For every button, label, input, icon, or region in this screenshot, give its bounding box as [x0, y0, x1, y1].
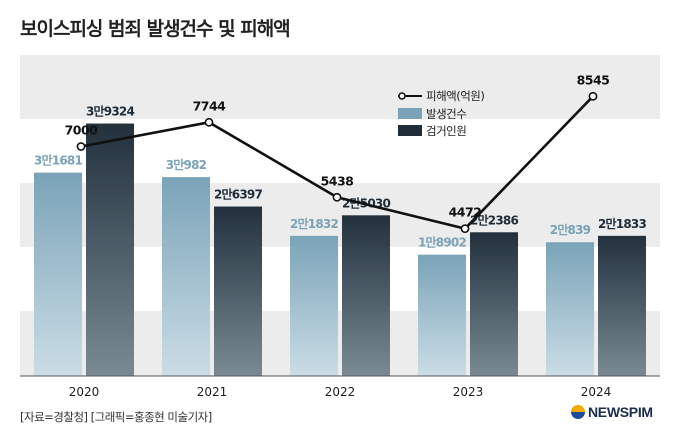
damage-value-label: 7744 [193, 98, 227, 113]
label-occurrence: 3만982 [166, 157, 207, 172]
label-arrests: 3만9324 [86, 104, 134, 119]
bar-occurrence [162, 177, 210, 376]
newspim-logo-text: NEWSPIM [588, 404, 653, 420]
damage-value-label: 4472 [449, 205, 482, 220]
damage-point [588, 91, 598, 101]
damage-point [204, 117, 214, 127]
damage-point [332, 192, 342, 202]
bar-arrests [342, 215, 390, 376]
legend-line-marker [398, 92, 406, 100]
newspim-logo: NEWSPIM [571, 404, 653, 420]
newspim-logo-icon [571, 405, 585, 419]
label-occurrence: 3만1681 [34, 153, 82, 168]
legend-swatch-arrests [398, 125, 422, 136]
x-tick-label: 2022 [325, 385, 356, 399]
label-occurrence: 1만8902 [418, 235, 466, 250]
label-arrests: 2만2386 [470, 212, 518, 227]
damage-value-label: 7000 [65, 123, 99, 138]
bar-occurrence [290, 235, 338, 376]
bar-occurrence [418, 254, 466, 376]
bar-occurrence [546, 242, 594, 376]
x-tick-label: 2024 [581, 385, 612, 399]
bar-value-labels: 3만16813만93243만9822만63972만18322만50301만890… [34, 104, 647, 250]
bar-arrests [214, 206, 262, 376]
label-arrests: 2만6397 [214, 187, 262, 202]
bar-arrests [598, 235, 646, 376]
legend-label-damage: 피해액(억원) [426, 89, 484, 103]
source-credit: [자료=경찰청] [그래픽=홍종현 미술기자] [20, 410, 212, 424]
damage-line: 7000 7744 5438 4472 8545 [65, 72, 610, 234]
legend-label-arrests: 검거인원 [426, 124, 466, 138]
x-axis-labels: 2020 2021 2022 2023 2024 [69, 385, 612, 399]
x-tick-label: 2021 [197, 385, 228, 399]
damage-point [460, 224, 470, 234]
label-occurrence: 2만839 [550, 222, 591, 237]
bars [34, 123, 646, 376]
legend-label-occurrence: 발생건수 [426, 107, 466, 121]
label-arrests: 2만1833 [598, 216, 646, 231]
bar-arrests [470, 232, 518, 376]
background-band [20, 55, 660, 119]
damage-value-label: 5438 [321, 173, 354, 188]
chart-title: 보이스피싱 범죄 발생건수 및 피해액 [20, 18, 291, 40]
legend-swatch-occurrence [398, 108, 422, 119]
damage-point [76, 142, 86, 151]
label-occurrence: 2만1832 [290, 216, 338, 231]
x-tick-label: 2023 [453, 385, 484, 399]
bar-arrests [86, 123, 134, 376]
damage-value-label: 8545 [577, 72, 610, 87]
x-tick-label: 2020 [69, 385, 100, 399]
bar-occurrence [34, 172, 82, 376]
